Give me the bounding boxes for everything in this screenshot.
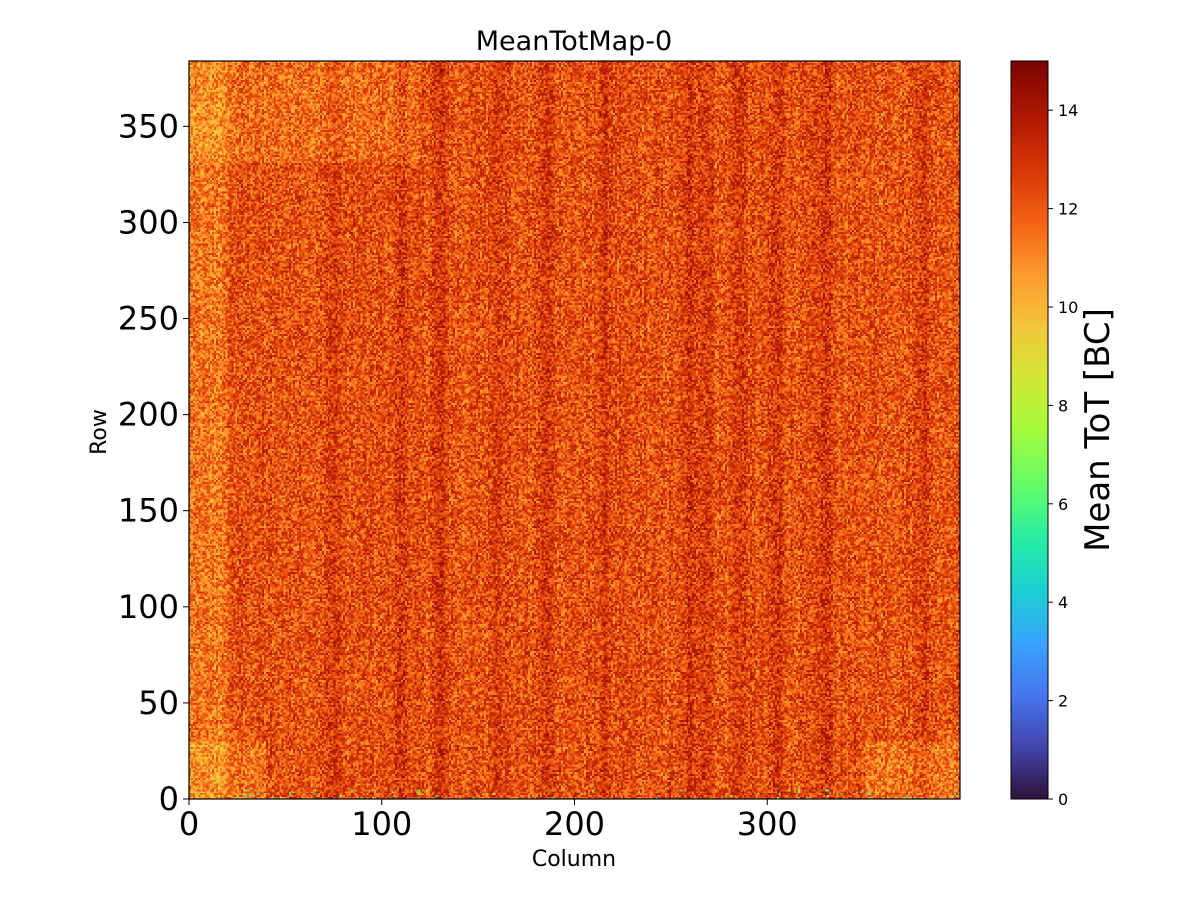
colorbar-tick-label: 10 bbox=[1058, 298, 1078, 317]
y-axis: 0 50 100 150 200 250 300 350 bbox=[118, 107, 189, 818]
y-tick-label: 300 bbox=[118, 203, 179, 241]
y-tick-label: 150 bbox=[118, 492, 179, 530]
colorbar: 0 2 4 6 8 10 12 14 Mean ToT [BC] bbox=[1010, 60, 1118, 809]
x-tick-label: 200 bbox=[544, 805, 605, 843]
colorbar-tick-label: 2 bbox=[1058, 692, 1068, 711]
y-tick-label: 0 bbox=[159, 780, 179, 818]
x-tick-label: 100 bbox=[351, 805, 412, 843]
y-tick-label: 200 bbox=[118, 396, 179, 434]
colorbar-ticks: 0 2 4 6 8 10 12 14 bbox=[1048, 101, 1078, 809]
x-axis: 0 100 200 300 bbox=[179, 799, 798, 843]
colorbar-tick-label: 12 bbox=[1058, 200, 1078, 219]
y-tick-label: 100 bbox=[118, 588, 179, 626]
heatmap-image bbox=[189, 61, 960, 799]
y-tick-label: 350 bbox=[118, 107, 179, 145]
colorbar-tick-label: 14 bbox=[1058, 101, 1078, 120]
colorbar-title: Mean ToT [BC] bbox=[1078, 308, 1118, 552]
colorbar-gradient bbox=[1010, 60, 1049, 800]
x-tick-label: 0 bbox=[179, 805, 199, 843]
chart-title: MeanTotMap-0 bbox=[476, 26, 672, 57]
x-axis-title: Column bbox=[532, 847, 616, 872]
y-tick-label: 50 bbox=[138, 684, 179, 722]
plot-area bbox=[188, 60, 961, 800]
colorbar-tick-label: 4 bbox=[1058, 593, 1068, 612]
colorbar-tick-label: 8 bbox=[1058, 396, 1068, 415]
colorbar-tick-label: 6 bbox=[1058, 495, 1068, 514]
x-tick-label: 300 bbox=[737, 805, 798, 843]
y-tick-label: 250 bbox=[118, 300, 179, 338]
colorbar-tick-label: 0 bbox=[1058, 790, 1068, 809]
y-axis-title: Row bbox=[87, 409, 112, 455]
